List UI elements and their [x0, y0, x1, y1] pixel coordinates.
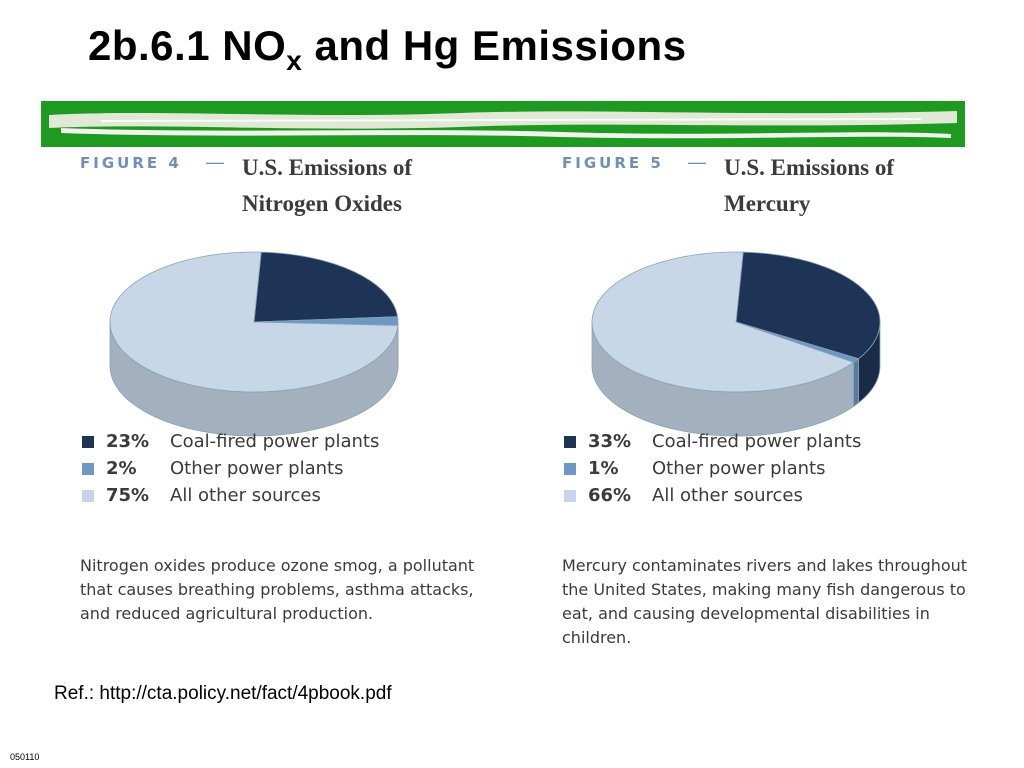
- legend-swatch: [564, 435, 576, 448]
- figure-title-line2: Mercury: [724, 191, 811, 216]
- pie-slice-all-other: [591, 251, 855, 393]
- green-band-divider: [41, 101, 965, 147]
- legend-label: All other sources: [170, 485, 321, 506]
- figure-dash: —: [206, 152, 224, 172]
- pie-slice-coal: [735, 251, 881, 360]
- title-main: 2b.6.1 NO: [88, 22, 287, 69]
- figure-caption: Nitrogen oxides produce ozone smog, a po…: [80, 556, 475, 623]
- pie-side-other-power: [853, 357, 859, 408]
- legend-swatch: [82, 462, 94, 475]
- legend-pct: 66%: [588, 485, 632, 506]
- figure-title-line2: Nitrogen Oxides: [242, 191, 402, 216]
- legend-label: Other power plants: [652, 458, 826, 479]
- figure-caption: Mercury contaminates rivers and lakes th…: [562, 556, 968, 647]
- pie-chart-mercury: [591, 251, 881, 437]
- title-subscript: x: [286, 45, 303, 76]
- legend-swatch: [564, 489, 576, 502]
- slide-code: 050110: [10, 752, 40, 762]
- legend-label: Coal-fired power plants: [652, 431, 862, 452]
- legend: 23% Coal-fired power plants 2% Other pow…: [82, 428, 502, 509]
- figure-title-line1: U.S. Emissions of: [242, 155, 412, 180]
- legend-pct: 75%: [106, 485, 150, 506]
- legend-pct: 1%: [588, 458, 619, 479]
- pie-chart-nox: [109, 251, 399, 437]
- legend-label: Other power plants: [170, 458, 344, 479]
- legend-label: All other sources: [652, 485, 803, 506]
- legend-item-other-power: 1% Other power plants: [564, 455, 984, 482]
- legend-item-other-power: 2% Other power plants: [82, 455, 502, 482]
- figure-title-line1: U.S. Emissions of: [724, 155, 894, 180]
- figure-label: FIGURE 5: [562, 154, 664, 172]
- legend-swatch: [82, 435, 94, 448]
- legend-swatch: [82, 489, 94, 502]
- legend-pct: 23%: [106, 431, 150, 452]
- pie-slice-coal: [253, 251, 399, 323]
- legend-item-all-other: 75% All other sources: [82, 482, 502, 509]
- pie-slice-all-other: [109, 251, 399, 393]
- legend-item-coal: 23% Coal-fired power plants: [82, 428, 502, 455]
- reference-link[interactable]: Ref.: http://cta.policy.net/fact/4pbook.…: [54, 683, 392, 704]
- legend-label: Coal-fired power plants: [170, 431, 380, 452]
- figure-title: U.S. Emissions of Mercury: [724, 150, 1004, 222]
- figure-label: FIGURE 4: [80, 154, 182, 172]
- legend-swatch: [564, 462, 576, 475]
- slide-title: 2b.6.1 NOx and Hg Emissions: [88, 22, 687, 77]
- figure-mercury: FIGURE 5 — U.S. Emissions of Mercury 33%…: [560, 150, 1000, 660]
- figure-title: U.S. Emissions of Nitrogen Oxides: [242, 150, 522, 222]
- legend-item-all-other: 66% All other sources: [564, 482, 984, 509]
- figure-nox: FIGURE 4 — U.S. Emissions of Nitrogen Ox…: [78, 150, 518, 660]
- legend-item-coal: 33% Coal-fired power plants: [564, 428, 984, 455]
- legend: 33% Coal-fired power plants 1% Other pow…: [564, 428, 984, 509]
- title-rest: and Hg Emissions: [302, 22, 687, 69]
- figure-dash: —: [688, 152, 706, 172]
- legend-pct: 2%: [106, 458, 137, 479]
- legend-pct: 33%: [588, 431, 632, 452]
